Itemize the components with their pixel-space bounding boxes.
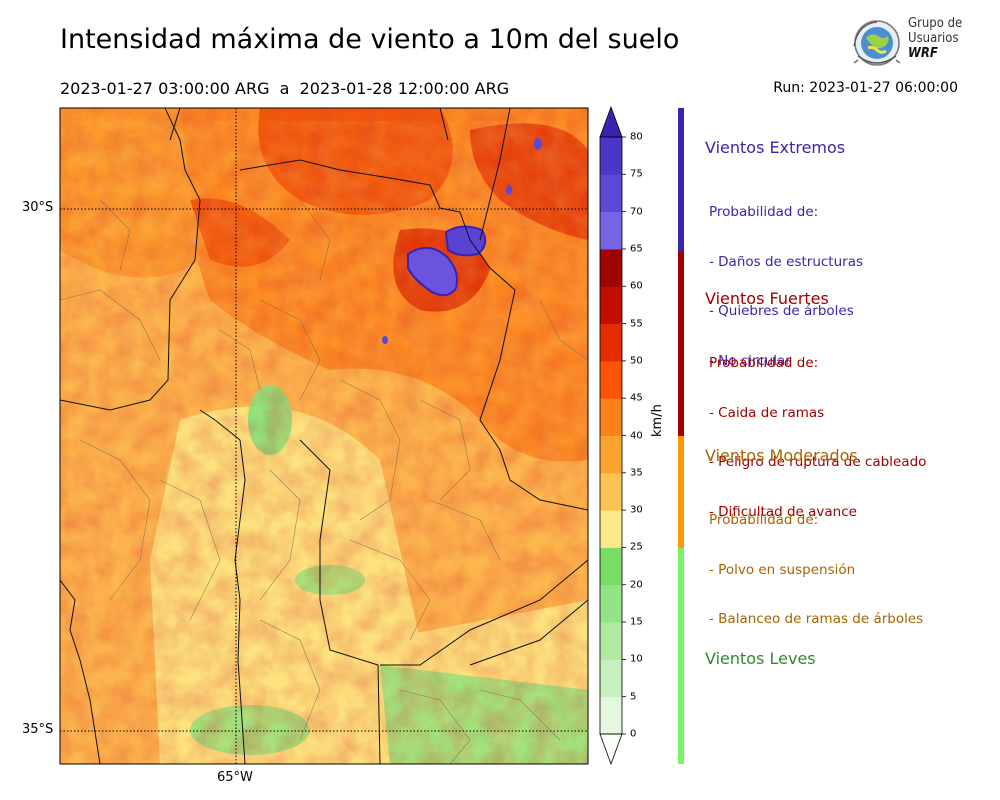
colorbar-tick-label: 50 (630, 355, 643, 367)
colorbar-tick-label: 55 (630, 318, 643, 330)
lat-label-30S: 30°S (22, 200, 54, 215)
category-title: Vientos Extremos (705, 138, 846, 157)
category-strip-moderados (678, 436, 684, 548)
field-texture (69, 121, 588, 764)
grupo-usuarios-wrf-logo: Grupo de Usuarios WRF (848, 16, 973, 72)
colorbar-extend-high (599, 105, 623, 138)
colorbar-bin (600, 137, 622, 175)
colorbar-tick-label: 35 (630, 467, 643, 479)
graticule (60, 108, 588, 764)
category-title: Vientos Leves (705, 649, 816, 668)
lat-label-35S: 35°S (22, 722, 54, 737)
model-run-time: Run: 2023-01-27 06:00:00 (773, 80, 958, 96)
colorbar-extend-low (599, 733, 623, 766)
map-area[interactable] (60, 108, 597, 777)
colorbar-tick-label: 80 (630, 131, 643, 143)
category-title: Vientos Fuertes (705, 289, 829, 308)
category-line: - Peligro de ruptura de cableado (709, 454, 927, 470)
category-line: Probabilidad de: (709, 355, 819, 371)
colorbar-tick-label: 0 (630, 728, 637, 740)
colorbar-tick-label: 40 (630, 430, 643, 441)
category-fuertes: Vientos Fuertes Probabilidad de: - Caida… (705, 289, 926, 553)
colorbar-bin (600, 472, 622, 511)
colorbar-bin (600, 584, 622, 623)
category-line: - Quiebres de árboles (709, 303, 854, 319)
extreme-wind-cell[interactable] (506, 185, 512, 195)
category-line: - Polvo en suspensión (709, 561, 856, 578)
category-extremos: Vientos Extremos Probabilidad de: - Daño… (705, 138, 863, 402)
colorbar-tick-label: 30 (630, 504, 643, 516)
category-leves: Vientos Leves (705, 649, 816, 668)
category-strip-fuertes (678, 252, 684, 436)
colorbar-tick-label: 70 (630, 206, 643, 218)
colorbar-bin (600, 286, 622, 325)
colorbar-bin (600, 622, 622, 660)
colorbar (599, 105, 626, 766)
category-strip-extremos (678, 108, 684, 252)
colorbar-unit: km/h (650, 404, 665, 437)
extreme-wind-cell[interactable] (534, 138, 542, 150)
extreme-wind-cell[interactable] (382, 336, 388, 344)
globe-satellite-icon (853, 20, 901, 66)
category-line: - Caida de ramas (709, 404, 825, 421)
logo-line-1: Grupo de (908, 16, 963, 31)
colorbar-bin (600, 435, 622, 474)
extreme-wind-cell[interactable] (407, 247, 458, 297)
logo-line-3: WRF (908, 46, 938, 61)
colorbar-tick-label: 10 (630, 653, 643, 665)
colorbar-bin (600, 360, 622, 399)
colorbar-bin (600, 174, 622, 213)
category-strip (678, 108, 684, 764)
category-line: - Dificultad de avance (709, 503, 857, 520)
lon-label-65W: 65°W (217, 770, 253, 785)
category-strip-leves (678, 548, 684, 764)
colorbar-tick-label: 65 (630, 243, 643, 255)
category-moderados: Vientos Moderados Probabilidad de: - Pol… (705, 446, 923, 661)
colorbar-tick-label: 60 (630, 280, 643, 292)
colorbar-bin (600, 510, 622, 548)
colorbar-tick-label: 20 (630, 579, 643, 591)
colorbar-tick-label: 15 (630, 616, 643, 628)
category-line: - Balanceo de ramas de árboles (709, 611, 924, 627)
colorbar-bin (600, 547, 622, 586)
extreme-wind-cell[interactable] (444, 225, 487, 257)
category-line: Probabilidad de: (709, 512, 819, 528)
department-borders (60, 199, 588, 764)
colorbar-bin (600, 659, 622, 698)
colorbar-bin (600, 248, 622, 287)
colorbar-tick-label: 25 (630, 541, 643, 553)
colorbar-tick-label: 45 (630, 392, 643, 404)
colorbar-bin (600, 696, 622, 735)
colorbar-bin (600, 398, 622, 436)
category-line: - Daños de estructuras (709, 253, 864, 270)
category-line: Probabilidad de: (709, 204, 819, 220)
colorbar-tick-label: 5 (630, 691, 637, 703)
category-title: Vientos Moderados (705, 446, 858, 465)
map-frame (59, 107, 589, 765)
forecast-period: 2023-01-27 03:00:00 ARG a 2023-01-28 12:… (60, 79, 510, 98)
category-line: - No circular (709, 352, 791, 369)
map-title: Intensidad máxima de viento a 10m del su… (60, 24, 680, 55)
province-borders (60, 108, 588, 764)
colorbar-bin (600, 211, 622, 250)
logo-line-2: Usuarios (908, 31, 959, 46)
colorbar-tick-label: 75 (630, 168, 643, 180)
colorbar-bin (600, 323, 622, 362)
